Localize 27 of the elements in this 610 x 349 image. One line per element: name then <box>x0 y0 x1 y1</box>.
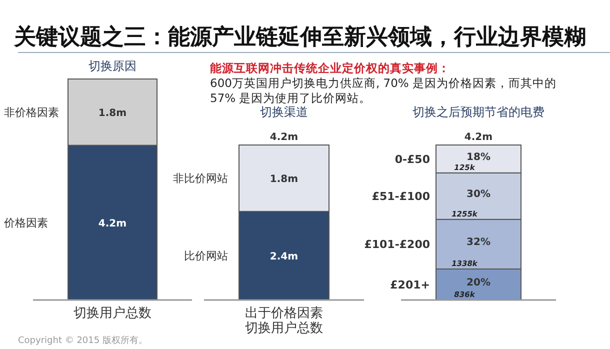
series-label: 非价格因素 <box>4 106 59 120</box>
series-label: 价格因素 <box>3 216 48 230</box>
text: 能源互联网冲击传统企业定价权的真实事例： <box>210 61 450 76</box>
series-label: 非比价网站 <box>173 172 228 186</box>
category-label: 切换用户总数 <box>74 306 152 321</box>
chart-title: 切换原因 <box>88 59 136 73</box>
data-label: 32% <box>466 237 490 248</box>
data-label: 1.8m <box>270 174 298 186</box>
text: 关键议题之三：能源产业链延伸至新兴领域，行业边界模糊 <box>14 24 586 52</box>
text: Copyright © 2015 版权所有。 <box>18 334 148 347</box>
data-label: 4.2m <box>98 218 127 230</box>
series-label: £201+ <box>390 278 430 292</box>
series-label: £51-£100 <box>372 190 430 204</box>
chart-title: 切换之后预期节省的电费 <box>412 105 544 119</box>
text: 600万英国用户切换电力供应商, 70% 是因为价格因素，而其中的57% 是因为使用了比价网站。 <box>210 76 558 106</box>
series-label: £101-£200 <box>364 238 430 252</box>
text: 4.2m <box>464 132 493 143</box>
data-label: 2.4m <box>270 252 298 263</box>
data-label: 18% <box>466 152 490 163</box>
chart-title: 切换渠道 <box>260 105 308 119</box>
total-label: 4.2m <box>270 132 298 143</box>
category-label: 出于价格因素切换用户总数 <box>245 306 323 336</box>
series-label: 比价网站 <box>184 250 228 263</box>
series-label: 0-£50 <box>394 152 430 166</box>
data-label: 30% <box>466 189 490 200</box>
data-label: 1.8m <box>98 108 127 120</box>
data-label: 20% <box>466 278 490 288</box>
